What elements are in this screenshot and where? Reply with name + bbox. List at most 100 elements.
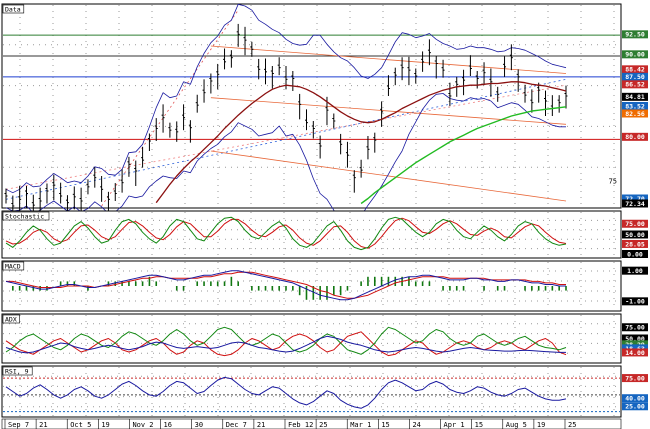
stochastic-title-box — [2, 211, 50, 221]
price-value-tag — [622, 194, 648, 203]
price-ytick-label: 75 — [609, 178, 617, 186]
macd-frame — [1, 260, 622, 312]
stochastic-frame — [1, 210, 622, 259]
adx-title-box — [2, 314, 20, 324]
price-title: Data — [5, 6, 21, 14]
price-value-tag-text: 86.52 — [625, 81, 645, 89]
x-tick-label: Apr 1 — [444, 421, 465, 429]
stochastic-value-tag — [622, 250, 648, 258]
adx-minus-di-line — [5, 331, 567, 357]
x-tick-label: 19 — [101, 421, 109, 429]
x-tick-label: Dec 7 — [226, 421, 247, 429]
x-tick-label: 24 — [412, 421, 420, 429]
adx-value-tag-text: 75.00 — [625, 324, 645, 332]
x-tick-label: 25 — [568, 421, 576, 429]
x-tick-label: 16 — [164, 421, 172, 429]
trend-channel-2 — [210, 45, 567, 74]
price-value-tag-text: 92.50 — [625, 31, 645, 39]
x-tick-label: 30 — [195, 421, 203, 429]
rsi-value-tag-text: 40.00 — [625, 395, 645, 403]
bollinger-lower-band — [5, 93, 566, 227]
adx-value-tag — [622, 340, 648, 349]
adx-value-tag — [622, 334, 648, 343]
stochastic-title: Stochastic — [5, 213, 44, 221]
x-tick-label: 21 — [39, 421, 47, 429]
stochastic-value-tag-text: 75.00 — [625, 220, 645, 228]
x-tick-label: Sep 7 — [8, 421, 29, 429]
price-value-tag-text: 72.34 — [625, 200, 645, 208]
stochastic-value-tag-text: 0.00 — [627, 250, 643, 258]
adx-value-tag-text: 50.00 — [625, 335, 645, 343]
price-title-box — [2, 4, 25, 14]
trend-channel-3 — [210, 97, 567, 125]
x-tick-label: 21 — [257, 421, 265, 429]
x-tick-label: Aug 5 — [506, 421, 527, 429]
price-value-tag — [622, 50, 648, 59]
bollinger-upper-band — [5, 3, 567, 194]
macd-panel: MACD 1.00 -1.00 — [1, 260, 648, 312]
rsi-value-tag — [622, 374, 648, 383]
adx-value-tag — [622, 323, 648, 332]
x-tick-label: Oct 5 — [70, 421, 91, 429]
macd-title-box — [2, 261, 25, 271]
price-value-tag-text: 83.52 — [625, 102, 645, 110]
price-value-tag-text: 82.56 — [625, 110, 645, 118]
stochastic-k-line — [5, 216, 567, 251]
macd-line — [5, 270, 566, 301]
stochastic-d-line — [5, 217, 567, 249]
price-value-tag — [622, 72, 648, 81]
price-value-tag-text: 84.81 — [625, 93, 645, 101]
macd-value-tag — [622, 297, 648, 306]
x-axis-frame — [1, 418, 622, 429]
stochastic-value-tag-text: 50.00 — [625, 231, 645, 239]
macd-title: MACD — [5, 263, 21, 271]
x-tick-label: 25 — [319, 421, 327, 429]
rsi-frame — [1, 365, 622, 418]
x-tick-label: Feb 12 — [288, 421, 313, 429]
trend-channel-1 — [5, 78, 567, 200]
price-value-tag — [622, 102, 648, 110]
stochastic-value-tag-text: 28.05 — [625, 240, 645, 248]
x-tick-label: 19 — [537, 421, 545, 429]
rsi-value-tag-text: 25.00 — [625, 403, 645, 411]
moving-average-green — [360, 106, 567, 205]
rsi-value-tag-text: 75.00 — [625, 374, 645, 382]
x-axis: Sep 7 21 Oct 5 19 Nov 2 16 30 Dec 7 21 Feb 12 25 Ma… — [1, 418, 622, 429]
price-value-tag-text: 88.42 — [625, 66, 645, 74]
x-tick-label: 15 — [381, 421, 389, 429]
price-value-tag-text: 90.00 — [625, 51, 645, 59]
adx-line — [5, 335, 566, 354]
stochastic-value-tag — [622, 219, 648, 228]
moving-average-red — [155, 81, 567, 204]
x-tick-label: 15 — [475, 421, 483, 429]
adx-plus-di-line — [5, 326, 567, 355]
rsi-line — [5, 376, 567, 409]
macd-value-tag-text: 1.00 — [627, 267, 643, 275]
rsi-title: RSI, 9 — [5, 368, 29, 376]
rsi-title-box — [2, 366, 33, 376]
price-value-tag — [622, 199, 648, 208]
x-tick-label: Mar 1 — [350, 421, 371, 429]
rsi-value-tag — [622, 394, 648, 403]
adx-value-tag — [622, 348, 648, 357]
adx-value-tag-text: 14.00 — [625, 349, 645, 357]
price-value-tag-text: 87.50 — [625, 73, 645, 81]
price-value-tag — [622, 80, 648, 89]
macd-value-tag-text: -1.00 — [625, 298, 645, 306]
x-tick-label: Nov 2 — [132, 421, 153, 429]
price-value-tag — [622, 132, 648, 141]
price-value-tag — [622, 65, 648, 74]
price-value-tag-text: 72.70 — [625, 195, 645, 203]
adx-title: ADX — [5, 316, 17, 324]
price-value-tag — [622, 109, 648, 118]
stochastic-value-tag — [622, 239, 648, 248]
adx-value-tag — [622, 344, 648, 353]
trend-channel-4 — [210, 150, 567, 202]
price-value-tag — [622, 92, 648, 101]
